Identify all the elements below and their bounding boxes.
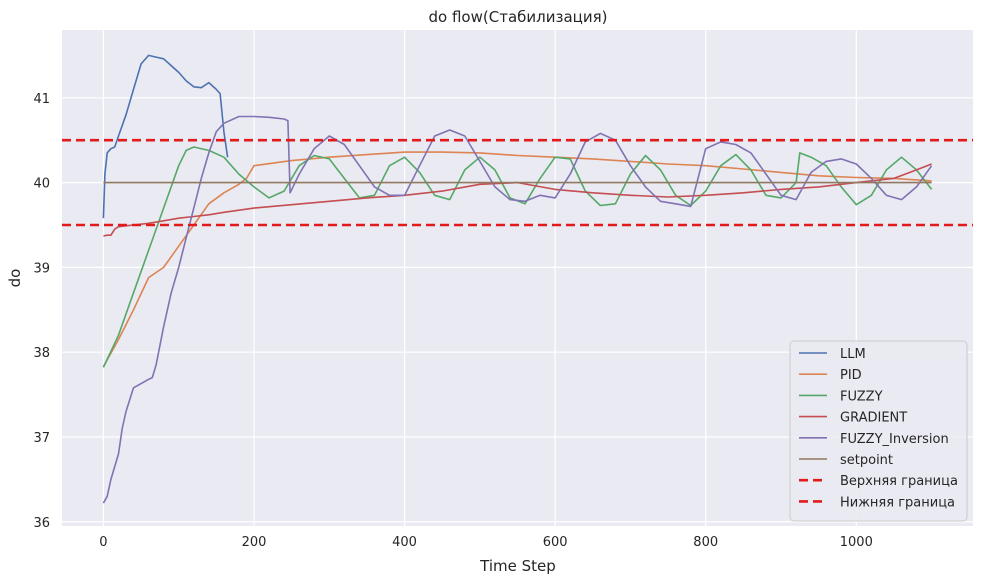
x-tick-label: 600 <box>543 535 568 550</box>
chart-title: do flow(Стабилизация) <box>429 8 608 26</box>
y-tick-label: 39 <box>33 261 50 276</box>
legend-label: FUZZY <box>840 389 883 404</box>
legend: LLM PID FUZZY GRADIENT FUZZY_Inversionsetpoi… <box>789 340 968 522</box>
y-tick-label: 41 <box>33 92 50 107</box>
x-axis-title: Time Step <box>479 557 556 575</box>
y-tick-label: 37 <box>33 431 50 446</box>
legend-label: FUZZY_Inversion <box>840 432 949 447</box>
legend-label: setpoint <box>840 453 893 468</box>
series-line-llm <box>102 54 229 219</box>
y-tick-label: 38 <box>33 346 50 361</box>
x-tick-label: 200 <box>242 535 267 550</box>
x-tick-label: 0 <box>99 535 107 550</box>
y-tick-label: 40 <box>33 177 50 192</box>
x-tick-label: 800 <box>693 535 718 550</box>
y-axis-title: do <box>6 269 24 288</box>
y-tick-label: 36 <box>33 516 50 531</box>
x-tick-label: 400 <box>392 535 417 550</box>
x-tick-label: 1000 <box>840 535 873 550</box>
legend-label: Нижняя граница <box>840 495 955 510</box>
series-lines <box>62 54 973 504</box>
legend-label: GRADIENT <box>840 411 907 426</box>
series-line-fuzzy-inversion <box>102 115 933 504</box>
x-axis-ticks: 0 200 400 600 800 1000 <box>99 535 873 550</box>
legend-label: Верхняя граница <box>840 474 958 489</box>
legend-box <box>789 340 968 522</box>
y-axis-ticks: 36 37 38 39 40 41 <box>33 92 50 531</box>
legend-label: LLM <box>840 347 866 362</box>
legend-label: PID <box>840 368 862 383</box>
